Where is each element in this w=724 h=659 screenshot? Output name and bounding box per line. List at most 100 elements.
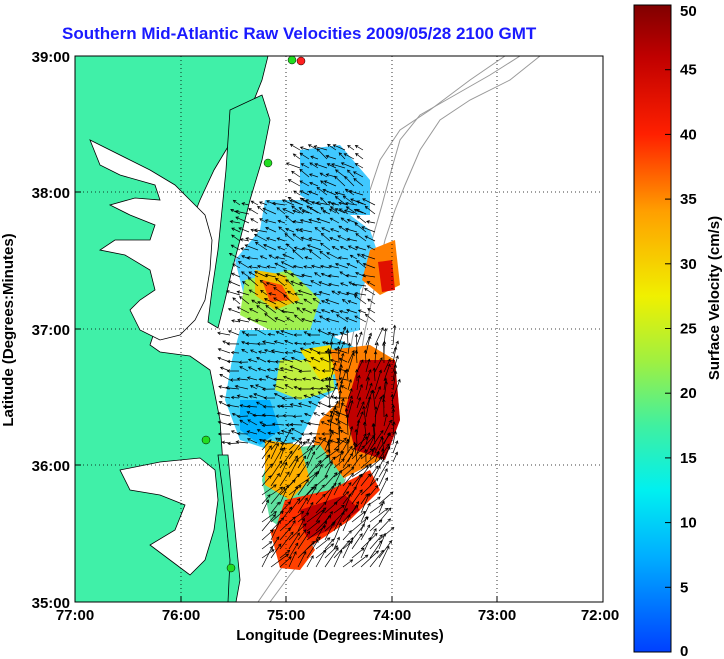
velocity-arrow (314, 227, 322, 233)
velocity-arrow (261, 511, 277, 523)
velocity-arrow (319, 250, 331, 260)
velocity-arrow (238, 227, 250, 233)
velocity-arrow (246, 430, 258, 435)
velocity-arrow (360, 253, 376, 260)
velocity-arrow (360, 493, 369, 505)
velocity-arrow (271, 422, 285, 426)
velocity-arrow (356, 374, 361, 391)
velocity-arrow (270, 472, 280, 487)
velocity-arrow (236, 377, 249, 381)
velocity-arrow (280, 261, 295, 269)
velocity-arrow (342, 504, 359, 523)
velocity-arrow (320, 272, 331, 278)
velocity-arrow (248, 265, 259, 269)
velocity-arrow (296, 307, 304, 314)
velocity-arrow (325, 154, 337, 160)
velocity-arrow (327, 376, 332, 391)
velocity-arrow (273, 392, 285, 399)
velocity-arrow (316, 148, 328, 160)
velocity-arrow (360, 524, 371, 541)
velocity-arrow (279, 479, 296, 496)
velocity-arrow (320, 180, 328, 187)
velocity-arrow (297, 455, 307, 469)
velocity-arrow (364, 288, 376, 296)
velocity-arrow (239, 296, 250, 305)
velocity-arrow (246, 438, 258, 444)
velocity-arrow (302, 377, 312, 381)
velocity-arrow (248, 208, 259, 215)
velocity-arrow (306, 507, 327, 523)
velocity-arrow (262, 207, 277, 215)
velocity-arrow (356, 331, 363, 346)
velocity-arrow (229, 220, 241, 224)
velocity-arrow (315, 501, 327, 514)
velocity-arrow (297, 289, 313, 296)
velocity-arrow (257, 367, 267, 372)
velocity-arrow (306, 520, 321, 532)
velocity-arrow (231, 319, 241, 323)
velocity-arrow (275, 331, 285, 336)
velocity-arrow (369, 519, 383, 532)
velocity-arrow (298, 402, 312, 408)
velocity-arrow (239, 404, 249, 408)
velocity-arrow (312, 376, 321, 381)
velocity-arrow (328, 264, 340, 269)
velocity-arrow (310, 393, 321, 399)
velocity-arrow (339, 282, 349, 287)
velocity-arrow (288, 441, 303, 460)
velocity-arrow (342, 559, 354, 568)
velocity-arrow (334, 175, 346, 187)
velocity-arrow (315, 463, 323, 478)
velocity-arrow (321, 369, 330, 373)
y-tick-label: 35:00 (32, 595, 70, 612)
velocity-arrow (315, 549, 327, 568)
velocity-arrow (365, 369, 372, 382)
velocity-arrow (282, 208, 295, 215)
velocity-arrow (324, 448, 339, 460)
velocity-arrow (293, 190, 301, 196)
velocity-arrow (292, 233, 304, 242)
velocity-arrow (392, 355, 399, 373)
velocity-arrow (246, 376, 258, 381)
velocity-arrow (244, 244, 259, 251)
velocity-arrow (263, 348, 276, 354)
velocity-arrow (315, 520, 327, 541)
velocity-arrow (367, 308, 376, 314)
velocity-arrow (289, 403, 303, 408)
velocity-arrow (239, 238, 250, 242)
velocity-arrow (248, 289, 259, 296)
velocity-arrow (365, 358, 371, 373)
velocity-arrow (315, 509, 325, 523)
velocity-arrow (356, 215, 367, 224)
velocity-arrow (361, 273, 376, 278)
velocity-arrow (256, 342, 267, 346)
velocity-arrow (304, 412, 312, 417)
velocity-arrow (334, 191, 346, 196)
velocity-arrow (347, 300, 358, 305)
velocity-arrow (378, 532, 386, 550)
velocity-arrow (328, 282, 340, 287)
velocity-arrow (383, 419, 392, 436)
velocity-arrow (287, 290, 295, 296)
velocity-arrow (231, 272, 241, 278)
velocity-arrow (356, 253, 367, 260)
outer-banks (217, 454, 241, 602)
velocity-arrow (283, 269, 295, 278)
velocity-arrow (320, 232, 331, 242)
velocity-arrow (356, 359, 364, 373)
velocity-arrow (326, 252, 340, 260)
velocity-arrow (351, 436, 369, 451)
velocity-arrow (261, 423, 276, 428)
y-tick-label: 38:00 (32, 185, 70, 202)
velocity-arrow (308, 401, 321, 408)
velocity-arrow (270, 447, 283, 469)
velocity-arrow (270, 349, 285, 354)
velocity-arrow (360, 477, 379, 496)
velocity-arrow (303, 331, 312, 336)
velocity-arrow (334, 262, 349, 269)
colorbar-tick-label: 15 (680, 450, 697, 467)
velocity-arrow (253, 228, 268, 233)
velocity-arrow (362, 405, 367, 427)
x-tick-label: 72:00 (581, 607, 619, 624)
velocity-arrow (347, 387, 353, 400)
